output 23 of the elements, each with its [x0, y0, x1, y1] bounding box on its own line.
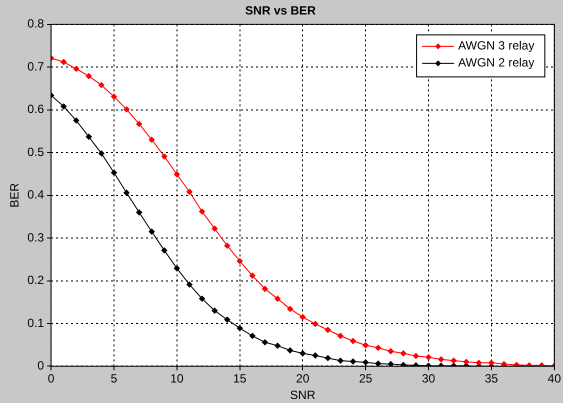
x-tick-label: 10 — [170, 372, 184, 386]
legend-label: AWGN 3 relay — [458, 38, 534, 53]
chart-title: SNR vs BER — [245, 4, 316, 18]
y-tick-label: 0.6 — [27, 102, 44, 116]
y-axis-title: BER — [8, 182, 22, 208]
y-tick-label: 0.7 — [27, 59, 44, 74]
x-tick-label: 30 — [422, 372, 436, 386]
y-tick-label: 0.1 — [27, 316, 44, 330]
x-tick-label: 5 — [110, 372, 118, 386]
x-tick-label: 0 — [48, 372, 55, 386]
y-tick-label: 0.3 — [27, 230, 44, 244]
y-tick-label: 0.5 — [27, 144, 44, 159]
x-tick-label: 40 — [548, 372, 562, 386]
y-tick-label: 0.4 — [27, 188, 44, 202]
x-tick-label: 20 — [296, 372, 310, 386]
x-tick-label: 35 — [484, 372, 498, 386]
y-tick-label: 0 — [37, 358, 44, 373]
y-tick-label: 0.2 — [27, 273, 44, 288]
x-tick-label: 25 — [358, 372, 373, 386]
x-axis-title: SNR — [290, 388, 316, 402]
y-tick-label: 0.8 — [27, 16, 44, 31]
x-tick-label: 15 — [233, 372, 247, 386]
legend-label: AWGN 2 relay — [458, 56, 534, 70]
